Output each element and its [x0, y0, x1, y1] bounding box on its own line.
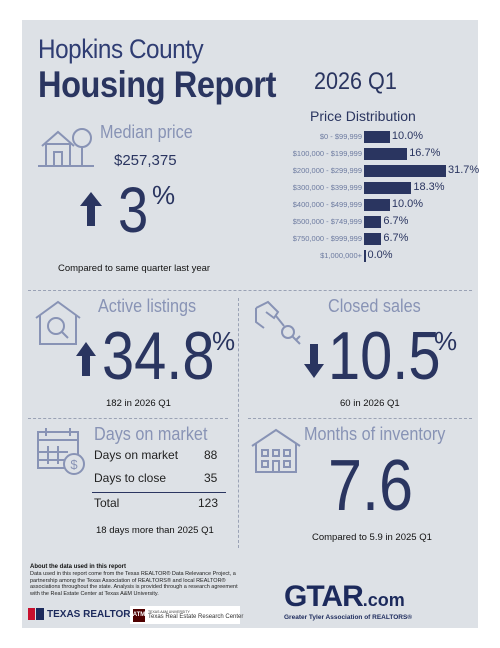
price-distribution-bar — [364, 131, 390, 143]
price-distribution-row: $100,000 - $199,999 16.7% — [248, 147, 478, 161]
price-distribution-row: $1,000,000+ 0.0% — [248, 249, 478, 263]
dom-label-1: Days on market — [94, 448, 179, 462]
house-grid-icon — [251, 428, 301, 473]
price-distribution-row: $750,000 - $999,999 6.7% — [248, 232, 478, 246]
price-distribution-value: 10.0% — [391, 130, 424, 142]
price-distribution-bar — [364, 182, 412, 194]
closed-sales-note: 60 in 2026 Q1 — [340, 398, 400, 409]
house-tree-icon — [38, 128, 94, 167]
price-distribution-value: 0.0% — [367, 249, 393, 261]
price-distribution-row: $400,000 - $499,999 10.0% — [248, 198, 478, 212]
price-distribution-bar — [364, 250, 366, 262]
median-price-change: 3 — [118, 174, 149, 246]
price-range-label: $500,000 - $749,999 — [292, 217, 362, 226]
report-page: Hopkins County Housing Report 2026 Q1 Me… — [22, 20, 480, 628]
price-distribution-value: 18.3% — [413, 181, 445, 193]
price-distribution-row: $200,000 - $299,999 31.7% — [248, 164, 480, 178]
price-range-label: $300,000 - $399,999 — [292, 183, 362, 192]
median-price-title: Median price — [100, 122, 193, 142]
months-inventory-value: 7.6 — [328, 446, 414, 526]
house-search-icon — [35, 300, 81, 345]
price-range-label: $1,000,000+ — [320, 251, 362, 260]
active-listings-note: 182 in 2026 Q1 — [106, 398, 171, 409]
gtar-wordmark: GTAR — [284, 580, 364, 613]
arrow-down-icon — [304, 344, 324, 378]
price-range-label: $750,000 - $999,999 — [292, 234, 362, 243]
texas-realtors-mark-icon — [28, 608, 44, 620]
closed-sales-title: Closed sales — [328, 296, 421, 316]
hand-key-icon — [255, 300, 301, 345]
recenter-text-block: TEXAS A&M UNIVERSITY Texas Real Estate R… — [148, 610, 243, 620]
active-listings-change: 34.8 — [102, 318, 215, 394]
county-title: Hopkins County — [38, 34, 204, 64]
dom-total-value: 123 — [198, 496, 219, 510]
recenter-text: Texas Real Estate Research Center — [148, 614, 244, 620]
price-distribution-row: $0 - $99,999 10.0% — [248, 130, 478, 144]
calendar-dollar-icon: $ — [37, 428, 85, 475]
divider-middle — [238, 298, 239, 548]
divider-mid — [28, 418, 228, 419]
tamu-mark-icon: ATM — [133, 608, 145, 622]
median-price-pct: % — [152, 180, 176, 210]
days-on-market-title: Days on market — [94, 424, 208, 444]
dom-label-2: Days to close — [94, 471, 167, 485]
svg-text:$: $ — [70, 457, 78, 472]
days-on-market-note: 18 days more than 2025 Q1 — [96, 525, 214, 536]
price-distribution-value: 6.7% — [383, 215, 409, 227]
price-distribution-title: Price Distribution — [310, 108, 416, 124]
price-distribution-row: $500,000 - $749,999 6.7% — [248, 215, 478, 229]
divider-mid-right — [248, 418, 472, 419]
dom-total-label: Total — [94, 496, 120, 510]
closed-sales-pct: % — [434, 326, 458, 356]
price-distribution-value: 16.7% — [409, 147, 441, 159]
gtar-suffix: .com — [362, 590, 405, 610]
price-distribution-bar — [364, 233, 382, 245]
tamu-small-text: TEXAS A&M UNIVERSITY — [148, 610, 190, 614]
median-price-value: $257,375 — [114, 152, 177, 169]
months-inventory-title: Months of inventory — [304, 424, 446, 444]
dom-value-1: 88 — [204, 448, 218, 462]
price-distribution-bar — [364, 199, 390, 211]
active-listings-title: Active listings — [98, 296, 197, 316]
median-price-note: Compared to same quarter last year — [58, 263, 211, 274]
price-distribution-bar — [364, 148, 408, 160]
gtar-logo: GTAR.com — [284, 580, 405, 614]
quarter-label: 2026 Q1 — [314, 68, 397, 95]
price-range-label: $400,000 - $499,999 — [292, 200, 362, 209]
price-range-label: $0 - $99,999 — [319, 132, 362, 141]
price-range-label: $200,000 - $299,999 — [292, 166, 362, 175]
price-distribution-value: 6.7% — [383, 232, 409, 244]
divider-top — [28, 290, 472, 291]
about-heading: About the data used in this report — [30, 564, 127, 570]
arrow-up-icon — [80, 192, 102, 226]
recenter-logo: ATM TEXAS A&M UNIVERSITY Texas Real Esta… — [130, 606, 243, 624]
dom-total-rule — [92, 492, 226, 493]
closed-sales-change: 10.5 — [328, 318, 441, 394]
gtar-fullname: Greater Tyler Association of REALTORS® — [284, 614, 413, 621]
active-listings-pct: % — [212, 326, 236, 356]
price-distribution-bar — [364, 165, 446, 177]
texas-realtors-logo: TEXAS REALTORS — [28, 608, 137, 620]
about-text: Data used in this report come from the T… — [30, 571, 238, 597]
price-distribution-row: $300,000 - $399,999 18.3% — [248, 181, 478, 195]
report-title: Housing Report — [38, 64, 277, 105]
texas-realtors-text: TEXAS REALTORS — [47, 608, 138, 620]
arrow-up-icon — [76, 342, 96, 376]
months-inventory-note: Compared to 5.9 in 2025 Q1 — [312, 532, 432, 543]
price-distribution-value: 10.0% — [391, 198, 424, 210]
price-distribution-bar — [364, 216, 382, 228]
price-range-label: $100,000 - $199,999 — [292, 149, 362, 158]
dom-value-2: 35 — [204, 471, 218, 485]
price-distribution-value: 31.7% — [448, 164, 480, 176]
